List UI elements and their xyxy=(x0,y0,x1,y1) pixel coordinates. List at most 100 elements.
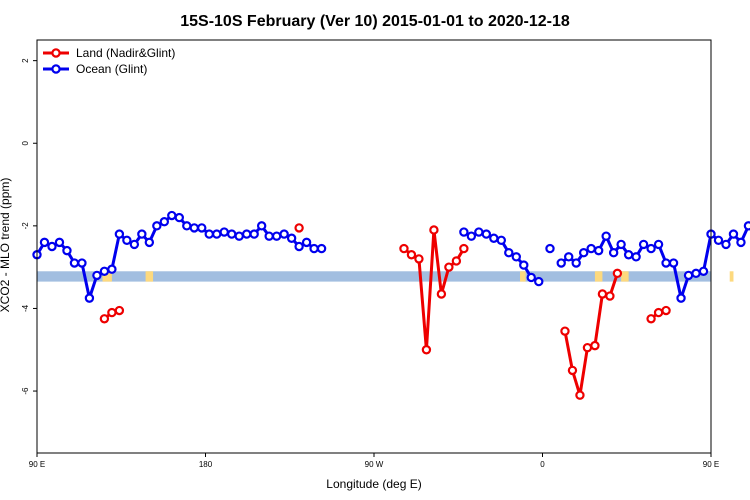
data-point xyxy=(99,314,110,324)
data-point xyxy=(612,268,623,279)
data-point xyxy=(713,235,724,246)
y-tick-label: -4 xyxy=(21,304,30,312)
data-point xyxy=(286,233,297,243)
data-point xyxy=(227,229,237,239)
land-band xyxy=(102,271,112,282)
data-point xyxy=(556,258,566,268)
land-band xyxy=(145,271,154,282)
data-point xyxy=(294,223,304,233)
data-point xyxy=(294,241,304,252)
data-point xyxy=(84,293,95,303)
data-point xyxy=(144,237,155,248)
data-point xyxy=(421,345,432,355)
y-tick-label: -2 xyxy=(21,222,30,230)
land-band xyxy=(729,271,734,282)
data-point xyxy=(519,260,529,270)
data-point xyxy=(399,243,409,254)
data-point xyxy=(197,223,207,233)
land-band xyxy=(594,271,603,282)
data-point xyxy=(653,239,664,250)
data-point xyxy=(414,254,424,264)
series-line xyxy=(402,228,466,352)
data-point xyxy=(466,231,477,241)
legend-marker xyxy=(51,48,61,58)
data-point xyxy=(264,231,274,241)
data-point xyxy=(204,229,214,239)
data-point xyxy=(301,237,312,248)
data-point xyxy=(590,340,600,351)
data-point xyxy=(743,221,750,231)
data-point xyxy=(62,245,72,256)
data-point xyxy=(698,266,709,276)
data-point xyxy=(47,241,57,252)
data-point xyxy=(676,293,686,303)
data-point xyxy=(511,252,521,262)
data-point xyxy=(638,239,649,250)
data-point xyxy=(575,390,585,400)
land-band xyxy=(520,271,526,282)
data-point xyxy=(597,289,608,299)
data-point xyxy=(481,229,492,239)
data-point xyxy=(578,247,589,258)
data-point xyxy=(691,268,701,279)
x-axis-ticks: 90 E 180 90 W 0 90 E xyxy=(29,453,719,469)
data-point xyxy=(309,243,319,254)
y-axis-label: XCO2 - MLO trend (ppm) xyxy=(0,178,12,313)
data-point xyxy=(593,245,604,256)
data-point xyxy=(489,233,499,243)
data-point xyxy=(721,239,731,250)
data-point xyxy=(241,229,252,239)
data-point xyxy=(736,237,746,248)
data-point xyxy=(728,229,739,239)
data-point xyxy=(526,272,536,283)
data-point xyxy=(661,258,671,268)
data-point xyxy=(560,326,570,336)
x-tick-label: 90 E xyxy=(703,460,719,469)
land-band xyxy=(621,271,629,282)
data-point xyxy=(182,221,192,231)
data-point xyxy=(92,270,102,281)
data-point xyxy=(152,221,162,231)
data-point xyxy=(608,247,619,258)
data-point xyxy=(107,307,117,318)
data-point xyxy=(616,239,626,250)
data-point xyxy=(567,365,578,376)
data-point xyxy=(167,210,177,221)
land-ocean-mask xyxy=(37,271,734,282)
data-point xyxy=(39,237,50,248)
data-point xyxy=(444,262,454,272)
series-land xyxy=(99,223,671,400)
legend-label: Ocean (Glint) xyxy=(76,62,147,76)
data-point xyxy=(601,231,611,241)
y-tick-label: 0 xyxy=(21,140,30,145)
y-axis-ticks: 2 0 -2 -4 -6 xyxy=(21,58,37,395)
chart-title: 15S-10S February (Ver 10) 2015-01-01 to … xyxy=(180,13,570,30)
data-point xyxy=(436,289,447,299)
data-point xyxy=(271,231,282,241)
data-point xyxy=(99,266,110,276)
data-point xyxy=(683,270,694,281)
data-point xyxy=(256,221,267,231)
data-point xyxy=(459,227,469,237)
data-point xyxy=(582,342,593,353)
data-point xyxy=(107,264,117,274)
data-point xyxy=(77,258,87,268)
data-point xyxy=(54,237,65,248)
data-point xyxy=(545,243,555,254)
data-point xyxy=(661,305,671,316)
x-tick-label: 0 xyxy=(540,460,545,469)
data-point xyxy=(279,229,289,239)
data-point xyxy=(474,227,484,237)
data-point xyxy=(496,235,507,246)
data-point xyxy=(504,247,514,258)
data-point xyxy=(534,276,544,287)
data-point xyxy=(451,256,462,266)
data-point xyxy=(646,243,656,254)
series-ocean xyxy=(32,210,750,303)
data-point xyxy=(586,243,596,254)
data-point xyxy=(137,229,147,239)
data-point xyxy=(129,239,140,250)
data-point xyxy=(114,305,125,316)
data-point xyxy=(234,231,244,241)
